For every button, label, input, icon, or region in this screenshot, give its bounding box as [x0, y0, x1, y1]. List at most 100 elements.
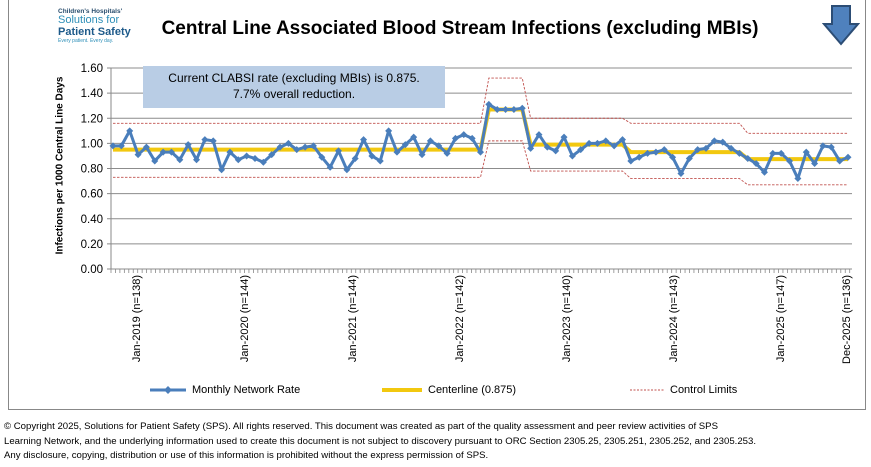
y-tick-label: 0.80	[81, 164, 103, 176]
data-point	[193, 156, 201, 164]
x-tick-label: Dec-2025 (n=136)	[841, 275, 853, 364]
logo-line: Patient Safety	[58, 26, 131, 38]
data-point	[685, 154, 693, 162]
data-point	[568, 152, 576, 160]
data-point	[535, 131, 543, 139]
data-point	[627, 157, 635, 165]
data-point	[610, 142, 618, 150]
data-point	[309, 142, 317, 150]
data-point	[844, 153, 852, 161]
x-tick-label: Jan-2020 (n=144)	[239, 275, 251, 362]
data-point	[293, 146, 301, 154]
logo-line: Children's Hospitals'	[58, 8, 123, 15]
data-point	[360, 136, 368, 144]
data-point	[259, 158, 267, 166]
data-point	[760, 168, 768, 176]
data-point	[769, 149, 777, 157]
chart-title: Central Line Associated Blood Stream Inf…	[161, 18, 759, 39]
data-point	[802, 148, 810, 156]
data-point	[284, 139, 292, 147]
data-point	[443, 149, 451, 157]
footer-line: Learning Network, and the underlying inf…	[4, 435, 756, 447]
data-point	[694, 146, 702, 154]
data-point	[167, 148, 175, 156]
data-point	[410, 133, 418, 141]
data-point	[234, 156, 242, 164]
footer-line: Any disclosure, copying, distribution or…	[4, 450, 489, 461]
data-point	[618, 136, 626, 144]
data-point	[727, 144, 735, 152]
x-tick-label: Jan-2022 (n=142)	[454, 275, 466, 362]
data-point	[794, 175, 802, 183]
data-point	[368, 152, 376, 160]
y-tick-label: 0.60	[81, 189, 103, 201]
data-point	[201, 136, 209, 144]
data-point	[218, 166, 226, 174]
lower-control-limit	[113, 140, 848, 186]
data-point	[385, 127, 393, 135]
data-point	[243, 152, 251, 160]
chart-plot: 0.00 0.20 0.40 0.60 0.80 1.00 1.20 1.40 1.60 Jan-…	[81, 63, 853, 364]
copyright-footer: © Copyright 2025, Solutions for Patient …	[4, 420, 869, 464]
data-point	[142, 143, 150, 151]
data-point	[827, 143, 835, 151]
data-point	[318, 153, 326, 161]
y-tick-label: 1.00	[81, 138, 103, 150]
data-point	[335, 147, 343, 155]
data-point	[468, 134, 476, 142]
y-tick-label: 1.20	[81, 113, 103, 125]
x-tick-label: Jan-2021 (n=144)	[347, 275, 359, 362]
data-point	[677, 170, 685, 178]
data-point	[209, 137, 217, 145]
data-point	[326, 163, 334, 171]
data-point	[735, 149, 743, 157]
data-point	[401, 141, 409, 149]
data-point	[518, 104, 526, 112]
legend-label: Control Limits	[670, 384, 738, 396]
x-tick-label: Jan-2023 (n=140)	[561, 275, 573, 362]
data-point	[819, 142, 827, 150]
data-point	[418, 151, 426, 159]
data-point	[435, 142, 443, 150]
data-point	[635, 153, 643, 161]
y-tick-label: 0.20	[81, 239, 103, 251]
x-tick-label: Jan-2019 (n=138)	[131, 275, 143, 362]
legend-item-monthly-rate: Monthly Network Rate	[150, 384, 300, 396]
data-point	[602, 137, 610, 145]
data-point	[159, 148, 167, 156]
data-point	[226, 148, 234, 156]
data-point	[351, 154, 359, 162]
data-point	[376, 157, 384, 165]
data-point	[176, 156, 184, 164]
data-point	[251, 154, 259, 162]
x-tick-label: Jan-2025 (n=147)	[775, 275, 787, 362]
data-point	[184, 141, 192, 149]
data-point	[719, 138, 727, 146]
data-point	[744, 154, 752, 162]
data-point	[485, 100, 493, 108]
data-point	[393, 148, 401, 156]
chart-frame	[8, 0, 866, 410]
data-point	[577, 146, 585, 154]
data-point	[117, 142, 125, 150]
data-point	[343, 166, 351, 174]
data-point	[502, 105, 510, 113]
x-tick-label: Jan-2024 (n=143)	[668, 275, 680, 362]
data-point	[109, 142, 117, 150]
y-tick-label: 0.40	[81, 214, 103, 226]
sps-logo: Children's Hospitals' Solutions for Pati…	[58, 8, 138, 44]
data-point	[126, 127, 134, 135]
data-point	[752, 159, 760, 167]
data-point	[593, 139, 601, 147]
annotation-box: Current CLABSI rate (excluding MBIs) is …	[143, 66, 445, 108]
data-point	[460, 131, 468, 139]
legend-item-centerline: Centerline (0.875)	[382, 384, 516, 396]
data-point	[527, 144, 535, 152]
legend-label: Centerline (0.875)	[428, 384, 517, 396]
logo-line: Every patient. Every day.	[58, 38, 114, 44]
data-point	[811, 159, 819, 167]
data-point	[268, 151, 276, 159]
down-arrow-icon[interactable]	[821, 4, 861, 51]
data-point	[669, 153, 677, 161]
